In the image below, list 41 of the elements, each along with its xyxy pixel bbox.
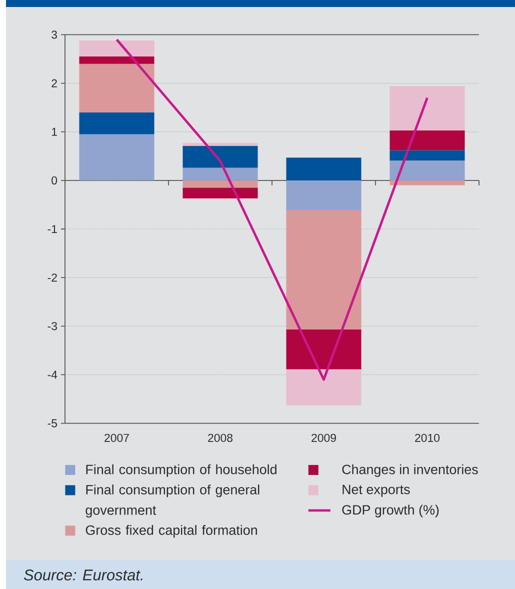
bar bbox=[79, 134, 154, 180]
y-tick-label: -5 bbox=[48, 419, 57, 428]
y-tick-label: 0 bbox=[52, 176, 58, 184]
bar bbox=[79, 64, 154, 112]
bar bbox=[286, 369, 362, 406]
y-tick-label: 2 bbox=[52, 79, 57, 88]
x-tick-label: 2008 bbox=[208, 434, 232, 442]
x-tick-label: 2007 bbox=[104, 434, 129, 442]
bar bbox=[79, 56, 154, 64]
y-tick-label: -4 bbox=[48, 370, 58, 379]
bar bbox=[182, 143, 258, 146]
y-tick-label: -1 bbox=[48, 225, 57, 233]
bar bbox=[286, 330, 362, 370]
legend-label: Net exports bbox=[342, 484, 410, 497]
bar bbox=[286, 158, 362, 180]
bar bbox=[182, 146, 258, 168]
bar bbox=[390, 86, 465, 130]
y-tick-label: 3 bbox=[52, 30, 57, 39]
legend-label: GDP growth (%) bbox=[342, 504, 439, 518]
bar bbox=[286, 180, 362, 210]
y-tick-label: -2 bbox=[48, 274, 57, 282]
bar bbox=[79, 40, 154, 57]
bar bbox=[390, 150, 465, 161]
legend-label: Final consumption of general government bbox=[86, 484, 260, 518]
y-tick-label: -3 bbox=[48, 322, 57, 330]
bar bbox=[79, 112, 154, 134]
bar bbox=[182, 180, 258, 188]
x-tick-label: 2009 bbox=[312, 434, 336, 442]
legend-label: Final consumption of household bbox=[86, 464, 276, 477]
legend-label: Changes in inventories bbox=[342, 464, 478, 477]
legend-label: Gross fixed capital formation bbox=[86, 525, 257, 538]
y-tick-label: 1 bbox=[52, 128, 57, 136]
bar bbox=[286, 210, 362, 330]
bar bbox=[390, 180, 465, 186]
line-series bbox=[116, 38, 428, 381]
bar bbox=[182, 188, 258, 198]
bar bbox=[390, 160, 465, 180]
bar bbox=[390, 130, 465, 150]
x-tick-label: 2010 bbox=[415, 434, 440, 442]
bar bbox=[182, 168, 258, 180]
source-note: Source: Eurostat. bbox=[24, 570, 142, 580]
